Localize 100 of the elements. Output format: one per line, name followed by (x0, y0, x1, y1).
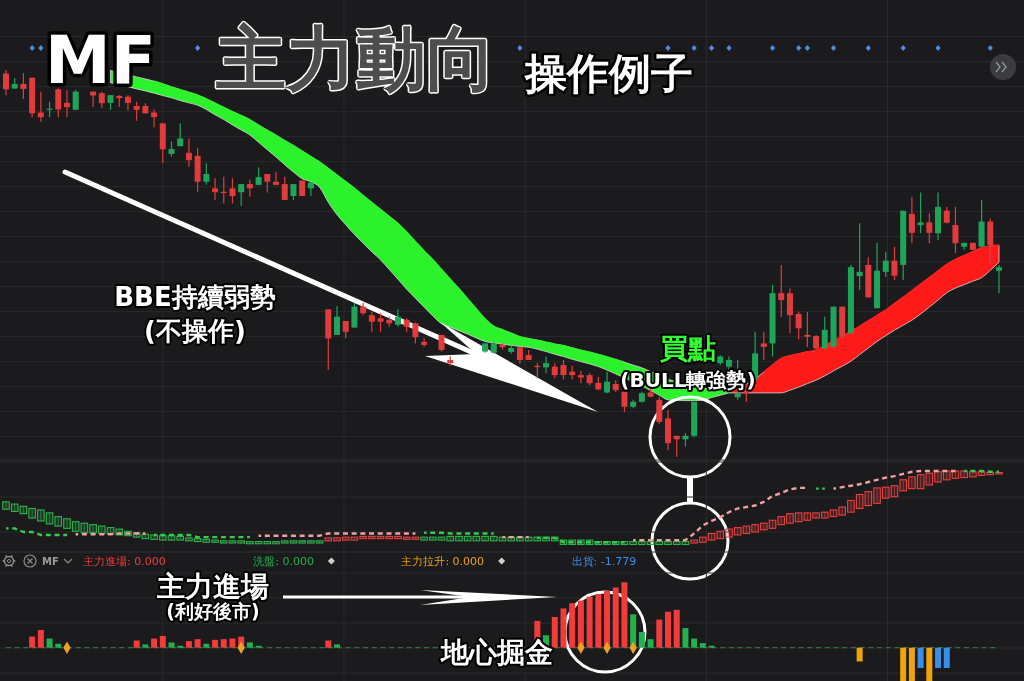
candlestick (377, 312, 384, 333)
candlestick (2, 501, 10, 510)
candlestick (254, 541, 263, 545)
candlestick (804, 311, 811, 348)
candlestick (803, 512, 812, 521)
candlestick (489, 535, 498, 542)
candlestick (917, 191, 924, 234)
candlestick (307, 540, 315, 544)
candlestick (951, 470, 960, 479)
annotation: 主力進場 (利好後市) (156, 570, 269, 622)
chart-subtitle: 操作例子 (523, 49, 693, 98)
candlestick (463, 535, 472, 542)
candlestick (925, 472, 934, 486)
candlestick (176, 535, 185, 541)
candlestick (656, 396, 663, 425)
candlestick (54, 516, 63, 527)
bar (900, 647, 907, 681)
candlestick (778, 264, 785, 318)
bar (151, 638, 158, 648)
candlestick (394, 308, 401, 328)
candlestick (411, 536, 420, 540)
bar (943, 647, 950, 668)
text: 主力進場: 0.000 (83, 555, 166, 568)
candlestick (385, 535, 394, 540)
bar (699, 643, 706, 648)
bar (334, 644, 340, 648)
candlestick (324, 537, 333, 542)
bar (586, 596, 593, 648)
bar (46, 638, 53, 648)
candlestick (891, 246, 898, 281)
bar (917, 647, 924, 668)
candlestick (472, 535, 481, 542)
bar (560, 608, 567, 648)
bar (856, 647, 863, 662)
candlestick (707, 532, 716, 541)
bar (212, 639, 219, 648)
candlestick (20, 72, 27, 100)
candlestick (273, 171, 280, 186)
candlestick (437, 536, 446, 541)
bar (638, 632, 645, 648)
candlestick (481, 535, 489, 542)
bar (185, 641, 192, 648)
candlestick (37, 509, 45, 522)
candlestick (420, 536, 428, 541)
bar (595, 594, 602, 648)
candlestick (28, 507, 36, 519)
candlestick (847, 499, 855, 513)
candlestick (873, 487, 881, 504)
candlestick (228, 540, 237, 544)
candlestick (89, 524, 97, 534)
candlestick (926, 212, 933, 244)
candlestick (341, 536, 350, 541)
candlestick (72, 89, 79, 111)
candlestick (263, 541, 272, 545)
candlestick (106, 527, 115, 535)
candlestick (664, 541, 672, 546)
candlestick (55, 87, 62, 118)
bar (133, 640, 140, 648)
bar (569, 603, 576, 648)
candlestick (237, 540, 245, 544)
candlestick (202, 538, 211, 543)
bar (551, 616, 558, 648)
annotation: BBE持續弱勢 (不操作) (114, 282, 276, 346)
candlestick (446, 535, 455, 542)
bar (142, 644, 149, 648)
candlestick (351, 302, 358, 329)
bar (220, 639, 227, 648)
bar (194, 639, 201, 648)
bar (665, 611, 671, 648)
candlestick (916, 474, 925, 490)
annotation: 買點 (660, 332, 716, 365)
bar (935, 647, 942, 668)
candlestick (996, 264, 1002, 294)
candlestick (960, 470, 968, 479)
candlestick (334, 305, 340, 336)
bar (682, 628, 689, 648)
candlestick (629, 541, 637, 546)
candlestick (560, 359, 567, 380)
bar (37, 630, 44, 648)
candlestick (246, 179, 253, 198)
candlestick (158, 535, 167, 541)
candlestick (133, 101, 140, 122)
candlestick (219, 540, 228, 544)
candlestick (786, 287, 793, 334)
candlestick (856, 222, 863, 291)
candlestick (203, 162, 210, 186)
candlestick (498, 536, 507, 542)
candlestick (124, 94, 131, 112)
candlestick (376, 535, 385, 540)
candlestick (350, 536, 359, 541)
candlestick (264, 173, 271, 194)
candlestick (3, 69, 9, 96)
bar (159, 635, 166, 648)
candlestick (289, 540, 298, 544)
candlestick (272, 541, 280, 545)
candlestick (760, 522, 768, 531)
text: 主力拉升: 0.000 (401, 555, 485, 568)
candlestick (890, 485, 899, 498)
annotation: 地心掘金 (439, 636, 553, 669)
candlestick (786, 513, 794, 524)
